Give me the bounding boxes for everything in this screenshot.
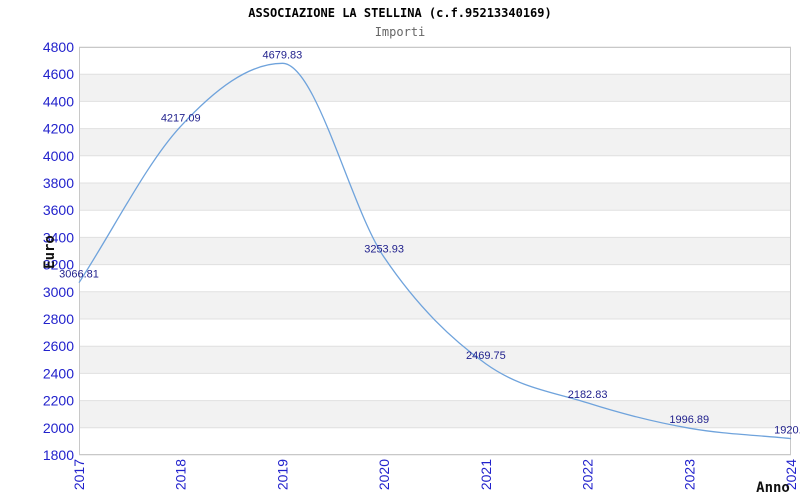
y-tick-label: 3400 [43,229,74,245]
y-tick-label: 3800 [43,175,74,191]
y-tick-label: 4800 [43,39,74,55]
x-tick-label: 2018 [173,459,189,490]
y-tick-label: 4000 [43,148,74,164]
plot-border [79,47,791,455]
x-tick-label: 2019 [274,459,290,490]
grid-band [79,291,791,319]
grid-band [79,237,791,265]
y-tick-label: 2000 [43,420,74,436]
y-tick-label: 2400 [43,365,74,381]
chart-subtitle: Importi [374,25,426,39]
grid-band [79,346,791,374]
point-label: 4217.09 [161,112,201,124]
x-tick-label: 2022 [580,459,596,490]
x-tick-label: 2024 [783,459,799,490]
y-tick-label: 2800 [43,311,74,327]
x-tick-label: 2021 [478,459,494,490]
point-label: 3253.93 [364,243,404,255]
point-label: 4679.83 [263,49,303,61]
grid-band [79,400,791,428]
series-line [78,62,792,440]
point-label: 2182.83 [568,389,608,401]
y-tick-label: 4600 [43,66,74,82]
y-tick-label: 4400 [43,93,74,109]
x-tick-label: 2020 [376,459,392,490]
grid-band [79,128,791,156]
y-tick-label: 2200 [43,393,74,409]
y-tick-label: 3600 [43,202,74,218]
x-tick-label: 2017 [71,459,87,490]
y-tick-label: 3000 [43,284,74,300]
point-label: 2469.75 [466,350,506,362]
chart-title: ASSOCIAZIONE LA STELLINA (c.f.9521334016… [248,6,552,20]
point-label: 1996.89 [669,414,709,426]
y-tick-label: 4200 [43,121,74,137]
grid-band [79,183,791,211]
y-axis-title: Euro [42,235,58,269]
y-tick-label: 3200 [43,257,74,273]
x-tick-label: 2023 [681,459,697,490]
point-label: 3066.81 [59,269,99,281]
point-label: 1920.5 [774,425,800,437]
y-tick-label: 2600 [43,338,74,354]
x-axis-title: Anno [756,480,790,496]
y-tick-label: 1800 [43,447,74,463]
grid-band [79,74,791,102]
